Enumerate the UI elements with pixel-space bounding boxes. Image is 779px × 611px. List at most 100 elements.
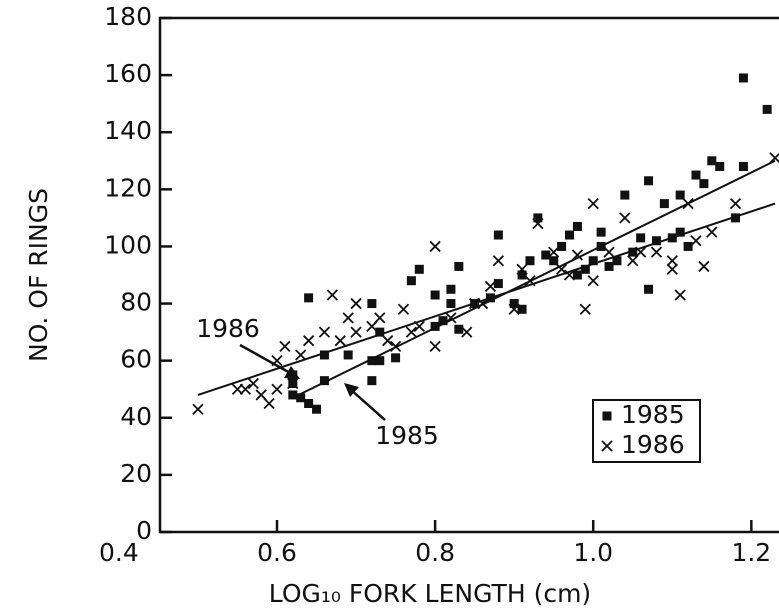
point bbox=[549, 256, 559, 266]
point bbox=[343, 350, 353, 360]
x-axis-label: LOG₁₀ FORK LENGTH (cm) bbox=[269, 579, 591, 608]
point bbox=[620, 190, 630, 200]
point bbox=[484, 280, 497, 293]
point bbox=[296, 393, 306, 403]
point bbox=[612, 256, 622, 266]
y-axis-label: NO. OF RINGS bbox=[24, 188, 53, 362]
point bbox=[287, 377, 299, 390]
point bbox=[312, 404, 322, 414]
annotation: 1986 bbox=[196, 314, 260, 343]
point bbox=[367, 356, 377, 366]
point bbox=[350, 326, 362, 338]
point bbox=[533, 213, 543, 223]
y-tick-label: 80 bbox=[120, 288, 152, 317]
point bbox=[263, 397, 275, 410]
point bbox=[391, 353, 401, 363]
y-tick-label: 160 bbox=[104, 59, 152, 88]
point bbox=[666, 255, 678, 267]
point bbox=[729, 197, 742, 210]
annotation: 1985 bbox=[375, 421, 439, 450]
point bbox=[715, 161, 725, 171]
point bbox=[446, 299, 456, 309]
x-tick-label: 0.4 bbox=[99, 538, 139, 567]
point bbox=[628, 247, 638, 257]
point bbox=[247, 377, 259, 390]
point bbox=[698, 260, 710, 273]
point bbox=[516, 263, 528, 275]
point bbox=[493, 279, 503, 289]
point bbox=[509, 299, 519, 309]
point bbox=[326, 289, 338, 301]
point bbox=[683, 241, 693, 251]
point bbox=[572, 221, 582, 231]
x-tick-label: 1.0 bbox=[573, 538, 613, 567]
point bbox=[304, 399, 314, 408]
point bbox=[517, 270, 527, 280]
point bbox=[691, 170, 701, 180]
point bbox=[636, 233, 646, 243]
point bbox=[319, 376, 329, 386]
legend-label: 1985 bbox=[621, 400, 685, 429]
x-tick-label: 0.8 bbox=[415, 538, 455, 567]
point bbox=[414, 264, 424, 274]
point bbox=[304, 293, 314, 303]
point bbox=[762, 104, 772, 114]
point bbox=[731, 213, 741, 223]
point bbox=[239, 383, 252, 395]
point bbox=[367, 376, 377, 386]
y-tick-label: 140 bbox=[104, 116, 152, 145]
point bbox=[579, 303, 591, 315]
point bbox=[738, 73, 748, 83]
x-tick-label: 0.6 bbox=[257, 538, 297, 567]
point bbox=[517, 304, 527, 314]
point bbox=[650, 246, 663, 258]
point bbox=[603, 246, 615, 258]
point bbox=[446, 284, 456, 294]
point bbox=[405, 326, 418, 338]
point bbox=[699, 179, 709, 189]
point bbox=[454, 261, 464, 271]
point bbox=[571, 249, 584, 261]
point bbox=[493, 230, 503, 240]
point bbox=[302, 335, 315, 347]
point bbox=[769, 152, 779, 164]
point bbox=[288, 370, 298, 380]
legend-marker bbox=[601, 440, 613, 452]
y-tick-label: 40 bbox=[120, 402, 152, 431]
point bbox=[375, 356, 385, 366]
point bbox=[429, 340, 441, 353]
point bbox=[367, 299, 377, 309]
point bbox=[572, 270, 582, 280]
point bbox=[318, 326, 331, 338]
point bbox=[588, 256, 598, 266]
point bbox=[706, 226, 718, 238]
point bbox=[429, 240, 441, 253]
point bbox=[350, 297, 362, 310]
y-tick-label: 60 bbox=[120, 345, 152, 374]
point bbox=[604, 261, 614, 271]
point bbox=[674, 289, 686, 301]
point bbox=[675, 227, 685, 237]
point bbox=[374, 312, 386, 324]
point bbox=[690, 235, 702, 247]
x-tick-label: 1.2 bbox=[731, 538, 771, 567]
point bbox=[342, 312, 354, 324]
point bbox=[548, 246, 560, 258]
point bbox=[675, 190, 685, 200]
point bbox=[271, 355, 283, 367]
point bbox=[651, 236, 661, 246]
legend-label: 1986 bbox=[621, 430, 685, 459]
point bbox=[596, 227, 606, 237]
axis-frame bbox=[158, 16, 779, 534]
point bbox=[580, 264, 590, 274]
point bbox=[508, 303, 520, 315]
y-tick-label: 20 bbox=[120, 459, 152, 488]
point bbox=[541, 250, 551, 260]
point bbox=[525, 256, 535, 266]
point bbox=[319, 350, 329, 360]
point bbox=[707, 156, 717, 166]
point bbox=[334, 335, 346, 347]
point bbox=[659, 199, 669, 209]
point bbox=[587, 275, 599, 287]
point bbox=[430, 290, 440, 300]
